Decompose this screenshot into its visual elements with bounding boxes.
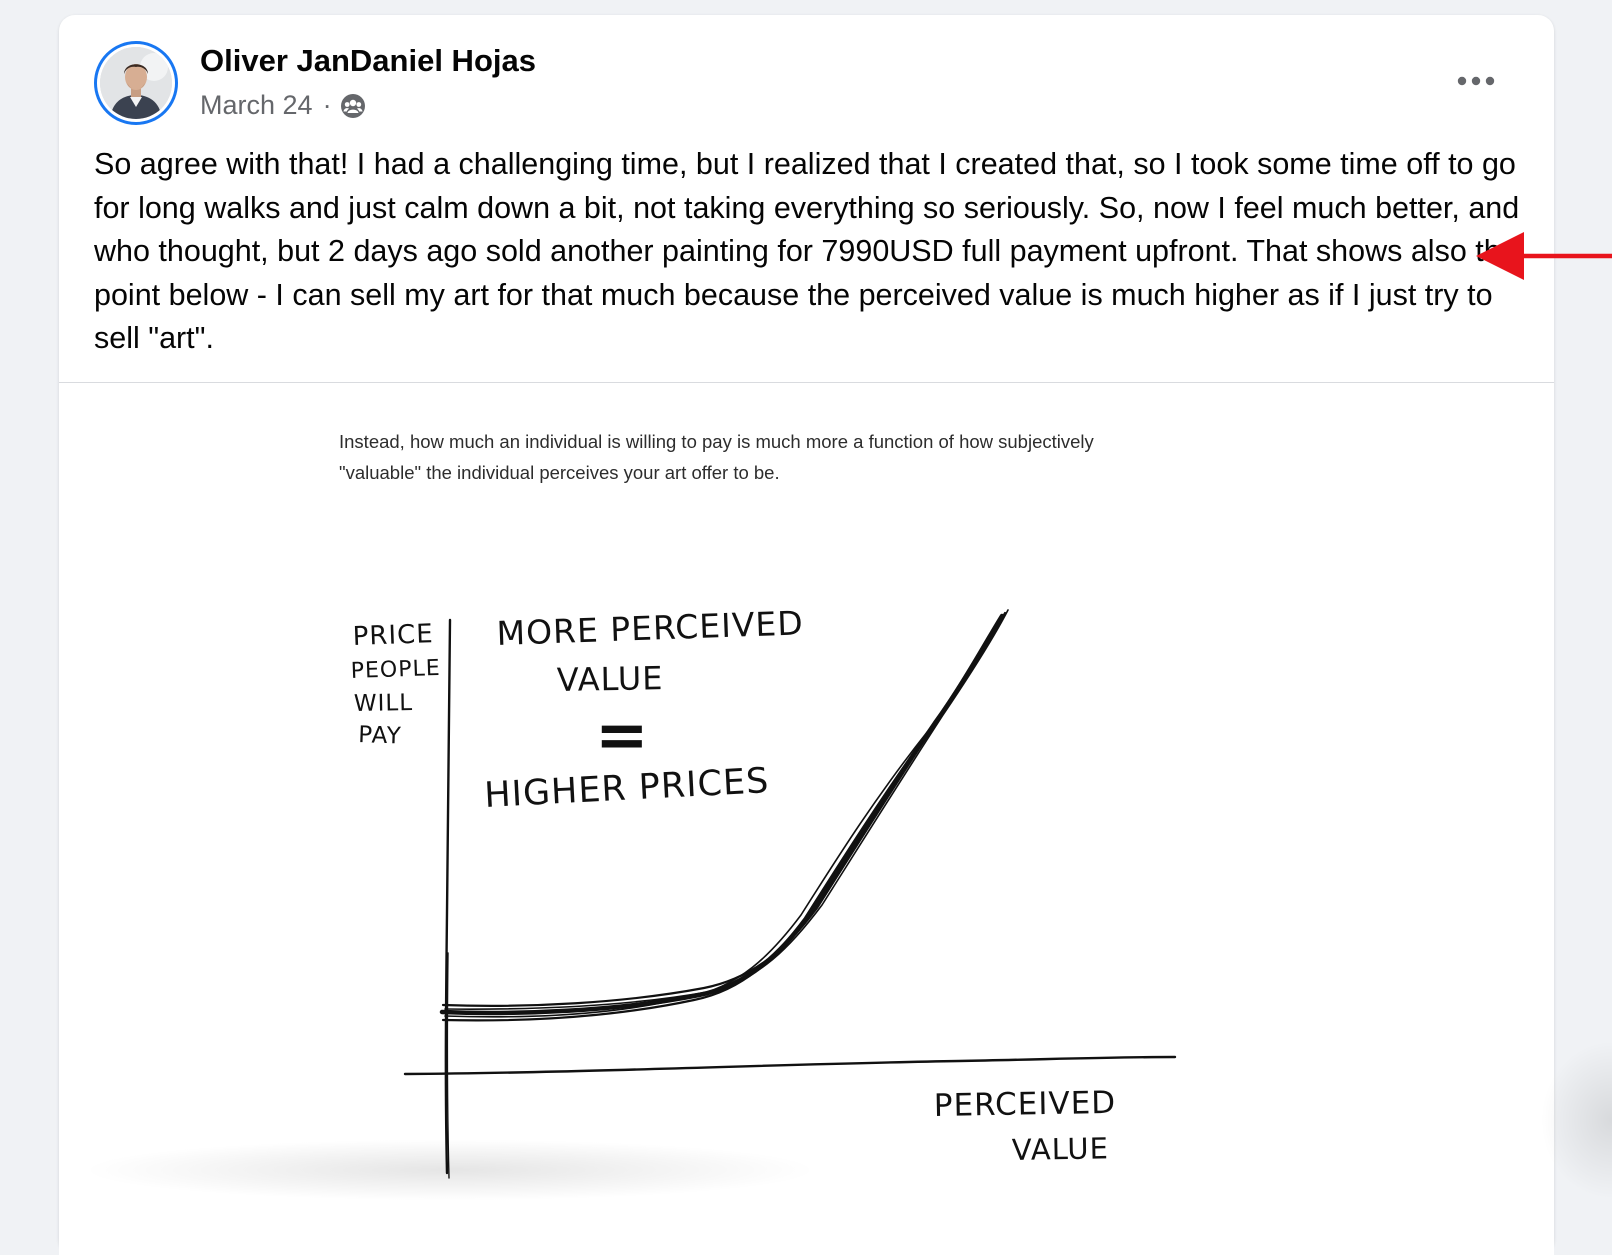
author-avatar[interactable] (94, 41, 178, 125)
sketch-curve-stroke-3 (441, 618, 1001, 1022)
author-name[interactable]: Oliver JanDaniel Hojas (200, 43, 536, 78)
sketch-x-axis (403, 1055, 1177, 1076)
image-caption: Instead, how much an individual is willi… (339, 426, 1199, 488)
group-icon (340, 93, 366, 119)
more-options-button[interactable] (1454, 67, 1498, 95)
sketch-curve-stroke-4 (444, 609, 1009, 1010)
sketch-graph: PRICE PEOPLE WILL PAY MORE PERCEIVED VAL… (350, 603, 1177, 1179)
red-arrow-icon (1476, 232, 1612, 280)
sketch-y-label-2: PEOPLE (350, 656, 441, 684)
sketch-y-label-1: PRICE (352, 619, 434, 652)
post-date[interactable]: March 24 (200, 90, 313, 120)
sketch-x-label-2: VALUE (1012, 1131, 1110, 1167)
post-attached-image[interactable]: Instead, how much an individual is willi… (59, 383, 1554, 1255)
sketch-curve-stroke-5 (444, 622, 998, 1018)
sketch-heading-line-1: MORE PERCEIVED (496, 603, 804, 653)
image-caption-line-1: Instead, how much an individual is willi… (339, 431, 1094, 452)
meta-separator: · (322, 90, 332, 120)
post-divider (59, 382, 1554, 383)
image-caption-line-2: "valuable" the individual perceives your… (339, 462, 780, 483)
sketch-x-label-1: PERCEIVED (934, 1085, 1117, 1124)
sketch-heading-line-3: HIGHER PRICES (483, 761, 770, 816)
post-meta: March 24 · (200, 90, 366, 121)
post-body-text: So agree with that! I had a challenging … (94, 147, 1520, 355)
post-card: Oliver JanDaniel Hojas March 24 · So agr… (59, 15, 1554, 1255)
sketch-equals: = (595, 699, 650, 773)
sketch-y-axis-overdraw (446, 952, 450, 1179)
sketch-heading-line-2: VALUE (556, 659, 663, 699)
avatar-photo (100, 47, 172, 119)
sketch-y-label-3: WILL (354, 690, 414, 717)
sketch-y-axis (444, 618, 452, 1175)
more-options-icon (1457, 76, 1495, 86)
sketch-curve (439, 613, 1005, 1016)
sketch-y-label-4: PAY (358, 722, 402, 749)
